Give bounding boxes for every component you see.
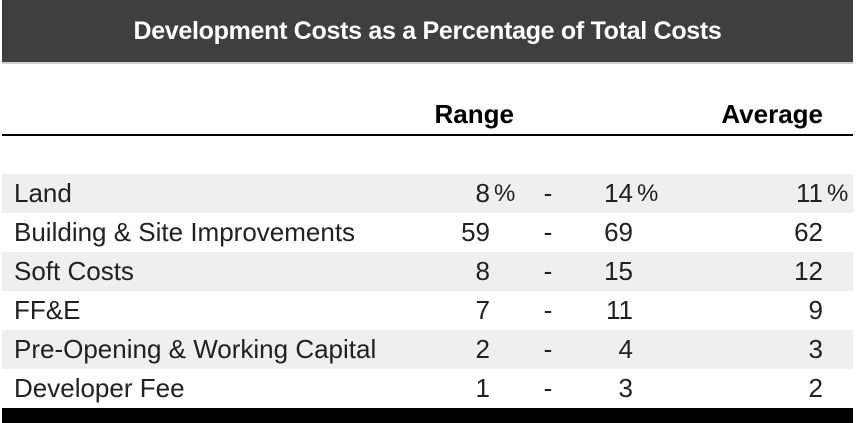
range-low-value: 59: [461, 217, 490, 247]
table-title: Development Costs as a Percentage of Tot…: [133, 16, 722, 45]
table-row-ffe: FF&E 7 - 11 9: [2, 291, 853, 330]
column-header-range: Range: [434, 99, 514, 129]
range-low-value: 8: [475, 178, 490, 208]
header-spacer: [823, 130, 853, 134]
range-dash: -: [543, 373, 553, 403]
row-label: Developer Fee: [14, 373, 185, 403]
range-low-value: 2: [475, 334, 490, 364]
table-row-building-site-improvements: Building & Site Improvements 59 - 69 62: [2, 213, 853, 252]
average-value: 2: [808, 373, 823, 403]
column-header-row: Range Average: [2, 64, 853, 136]
average-value: 62: [794, 217, 823, 247]
average-value: 3: [808, 334, 823, 364]
table-row-pre-opening-working-capital: Pre-Opening & Working Capital 2 - 4 3: [2, 330, 853, 369]
header-spacer: [514, 130, 657, 134]
percent-sign: %: [637, 179, 659, 207]
column-header-average: Average: [721, 99, 823, 129]
average-value: 9: [808, 295, 823, 325]
header-spacer: [2, 130, 414, 134]
range-low-value: 1: [475, 373, 490, 403]
range-high-value: 14: [604, 178, 633, 208]
range-low-value: 7: [475, 295, 490, 325]
percent-sign: %: [827, 179, 849, 207]
table-row-land: Land 8 % - 14 % 11 %: [2, 174, 853, 213]
table-row-soft-costs: Soft Costs 8 - 15 12: [2, 252, 853, 291]
range-dash: -: [543, 178, 553, 208]
table-title-bar: Development Costs as a Percentage of Tot…: [2, 0, 853, 64]
range-dash: -: [543, 334, 553, 364]
row-label: Land: [14, 178, 72, 208]
row-label: Soft Costs: [14, 256, 134, 286]
range-low-value: 8: [475, 256, 490, 286]
range-high-value: 15: [604, 256, 633, 286]
range-high-value: 11: [606, 295, 633, 325]
table-row-developer-fee: Developer Fee 1 - 3 2: [2, 369, 853, 408]
percent-sign: %: [494, 179, 516, 207]
row-label: Building & Site Improvements: [14, 217, 356, 247]
table-bottom-border: [2, 408, 853, 423]
blank-row: [2, 136, 853, 174]
range-dash: -: [543, 217, 553, 247]
row-label: FF&E: [14, 295, 81, 325]
range-dash: -: [543, 256, 553, 286]
average-value: 11: [796, 178, 823, 208]
range-dash: -: [543, 295, 553, 325]
row-label: Pre-Opening & Working Capital: [14, 334, 377, 364]
average-value: 12: [794, 256, 823, 286]
range-high-value: 3: [618, 373, 633, 403]
range-high-value: 4: [618, 334, 633, 364]
range-high-value: 69: [604, 217, 633, 247]
